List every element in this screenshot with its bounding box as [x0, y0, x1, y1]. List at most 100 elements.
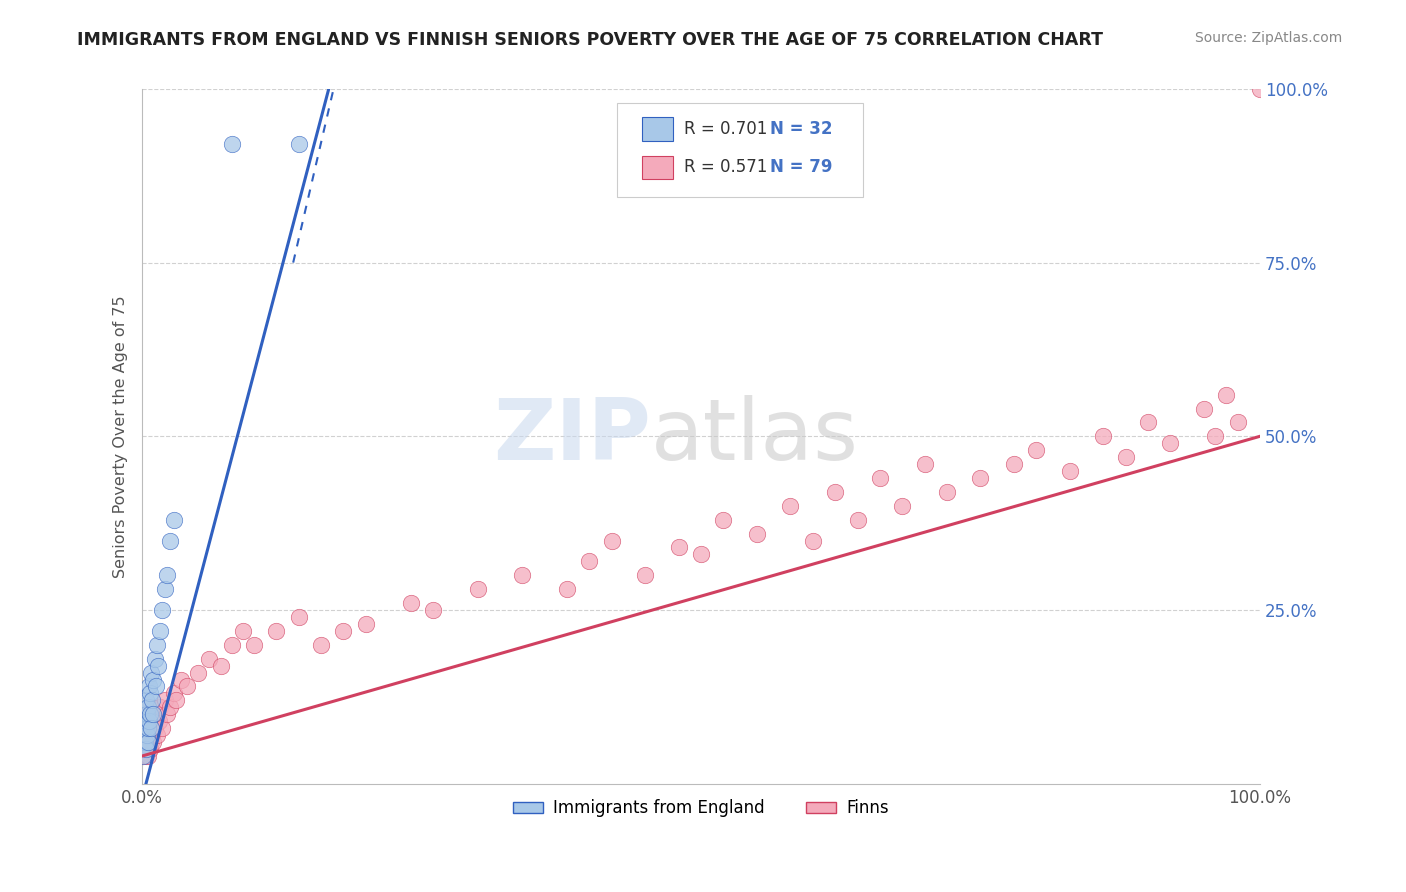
Point [1092, 429, 1115, 443]
Point [914, 457, 936, 471]
FancyBboxPatch shape [643, 155, 673, 179]
Point [139, 714, 162, 729]
Point [146, 728, 169, 742]
Point [969, 471, 991, 485]
Point [141, 700, 163, 714]
Point [134, 742, 156, 756]
Point [634, 568, 657, 582]
Point [187, 665, 209, 680]
Point [1192, 401, 1215, 416]
Point [138, 680, 160, 694]
Point [578, 554, 600, 568]
Point [745, 526, 768, 541]
Text: N = 79: N = 79 [770, 159, 832, 177]
Point [135, 742, 157, 756]
Point [143, 651, 166, 665]
Point [221, 137, 243, 152]
Point [467, 582, 489, 597]
Point [136, 735, 159, 749]
Point [332, 624, 354, 638]
Point [1059, 464, 1081, 478]
Point [136, 707, 159, 722]
Point [801, 533, 824, 548]
Point [142, 735, 165, 749]
Point [136, 748, 159, 763]
Point [243, 638, 266, 652]
Point [141, 693, 163, 707]
Point [1159, 436, 1181, 450]
Text: ZIP: ZIP [494, 395, 651, 478]
Point [132, 748, 155, 763]
Point [139, 686, 162, 700]
Point [132, 735, 155, 749]
Point [134, 714, 156, 729]
Point [891, 499, 914, 513]
Point [555, 582, 578, 597]
Point [287, 610, 309, 624]
Point [176, 680, 198, 694]
FancyBboxPatch shape [643, 118, 673, 141]
Point [1002, 457, 1025, 471]
Point [134, 728, 156, 742]
Point [159, 700, 181, 714]
Point [145, 707, 167, 722]
Point [143, 721, 166, 735]
Text: atlas: atlas [651, 395, 859, 478]
Point [153, 582, 176, 597]
Point [134, 721, 156, 735]
Point [209, 658, 232, 673]
Point [1226, 416, 1249, 430]
Point [132, 748, 155, 763]
Point [135, 714, 157, 729]
Point [824, 484, 846, 499]
Point [142, 707, 165, 722]
FancyBboxPatch shape [617, 103, 863, 196]
Point [156, 568, 179, 582]
Text: R = 0.571: R = 0.571 [685, 159, 768, 177]
Point [1137, 416, 1160, 430]
Point [162, 686, 184, 700]
Point [138, 735, 160, 749]
Point [165, 693, 187, 707]
Text: N = 32: N = 32 [770, 120, 832, 138]
Point [713, 513, 735, 527]
Point [399, 596, 422, 610]
Point [138, 721, 160, 735]
Point [1215, 387, 1237, 401]
Point [139, 742, 162, 756]
Point [146, 638, 169, 652]
Point [159, 533, 181, 548]
Point [139, 707, 162, 722]
Point [136, 700, 159, 714]
Text: R = 0.701: R = 0.701 [685, 120, 768, 138]
Point [135, 735, 157, 749]
Point [152, 721, 174, 735]
Point [141, 665, 163, 680]
Point [135, 742, 157, 756]
Point [135, 714, 157, 729]
Point [141, 735, 163, 749]
Point [162, 513, 184, 527]
Point [510, 568, 533, 582]
Point [138, 714, 160, 729]
Point [1249, 82, 1271, 96]
Point [141, 721, 163, 735]
Point [170, 673, 193, 687]
Point [148, 714, 170, 729]
Point [422, 603, 444, 617]
Point [668, 541, 690, 555]
Point [152, 603, 174, 617]
Point [287, 137, 309, 152]
Point [136, 721, 159, 735]
Point [142, 673, 165, 687]
Point [145, 680, 167, 694]
Point [779, 499, 801, 513]
Point [146, 658, 169, 673]
Point [153, 693, 176, 707]
Point [266, 624, 288, 638]
Point [221, 638, 243, 652]
Point [136, 728, 159, 742]
Text: Source: ZipAtlas.com: Source: ZipAtlas.com [1195, 31, 1343, 45]
Y-axis label: Seniors Poverty Over the Age of 75: Seniors Poverty Over the Age of 75 [114, 295, 128, 578]
Point [149, 624, 172, 638]
